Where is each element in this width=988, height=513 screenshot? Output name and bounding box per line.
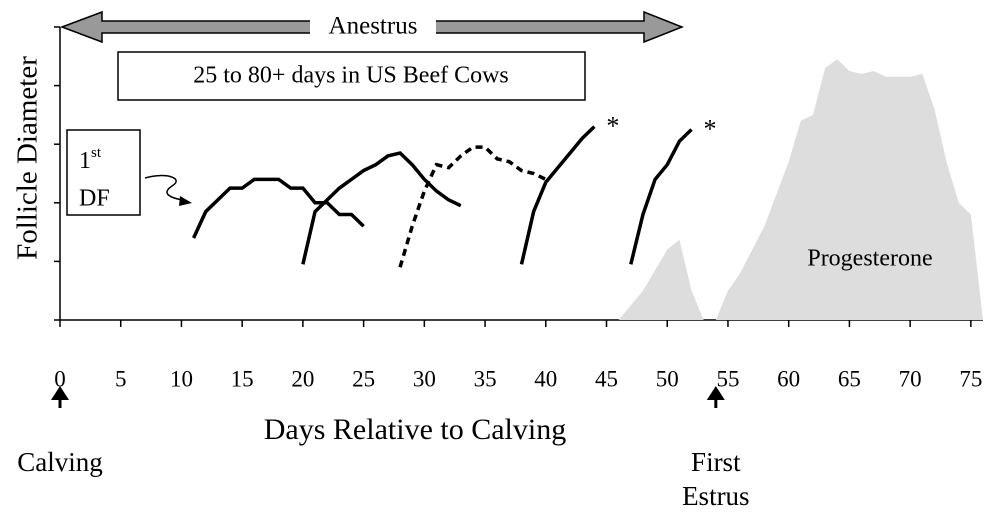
x-tick-label: 45: [595, 366, 618, 391]
x-tick-label: 15: [231, 366, 254, 391]
x-tick-label: 10: [170, 366, 193, 391]
x-tick-label: 30: [413, 366, 436, 391]
x-tick-label: 20: [291, 366, 314, 391]
wave-end-label: *: [606, 112, 619, 141]
duration-label: 25 to 80+ days in US Beef Cows: [193, 63, 509, 89]
x-tick-label: 55: [716, 366, 739, 391]
x-tick-label: 35: [474, 366, 497, 391]
anestrus-label: Anestrus: [329, 13, 418, 40]
df-pointer: [144, 174, 183, 201]
x-tick-label: 0: [54, 366, 66, 391]
event-label: First: [691, 447, 741, 477]
event-arrow-head: [706, 386, 725, 400]
follicle-wave: [301, 151, 462, 265]
x-tick-label: 70: [899, 366, 922, 391]
event-label: Estrus: [682, 481, 750, 511]
follicle-wave: [398, 145, 547, 268]
follicle-wave: [192, 177, 365, 239]
follicle-wave: [629, 128, 693, 265]
y-axis-title: Follicle Diameter: [12, 56, 44, 260]
x-tick-label: 65: [838, 366, 861, 391]
x-tick-label: 60: [777, 366, 800, 391]
follicle-wave: [519, 125, 596, 265]
progesterone-label: Progesterone: [807, 246, 932, 272]
df-label: 1st: [79, 145, 102, 173]
event-arrow-head: [51, 386, 69, 400]
x-tick-label: 5: [115, 366, 127, 391]
df-number: 1: [79, 148, 91, 174]
anestrus-label-bg: [310, 14, 436, 40]
wave-end-label: *: [704, 115, 717, 144]
x-tick-label: 75: [959, 366, 982, 391]
x-tick-label: 25: [352, 366, 375, 391]
progesterone-area: [618, 59, 983, 320]
x-axis-title: Days Relative to Calving: [264, 413, 566, 446]
duration-box: [117, 51, 586, 101]
event-label: Calving: [17, 447, 103, 477]
df-label-line2: DF: [79, 186, 110, 212]
df-box: [66, 129, 141, 216]
x-tick-label: 50: [656, 366, 679, 391]
df-suffix: st: [91, 145, 102, 161]
plot: 0 5 10 15 20 25 30 35 40 45 50 55 60 65 70 75 Progestero…: [17, 26, 983, 511]
x-tick-label: 40: [534, 366, 557, 391]
df-pointer-head: [179, 196, 192, 206]
